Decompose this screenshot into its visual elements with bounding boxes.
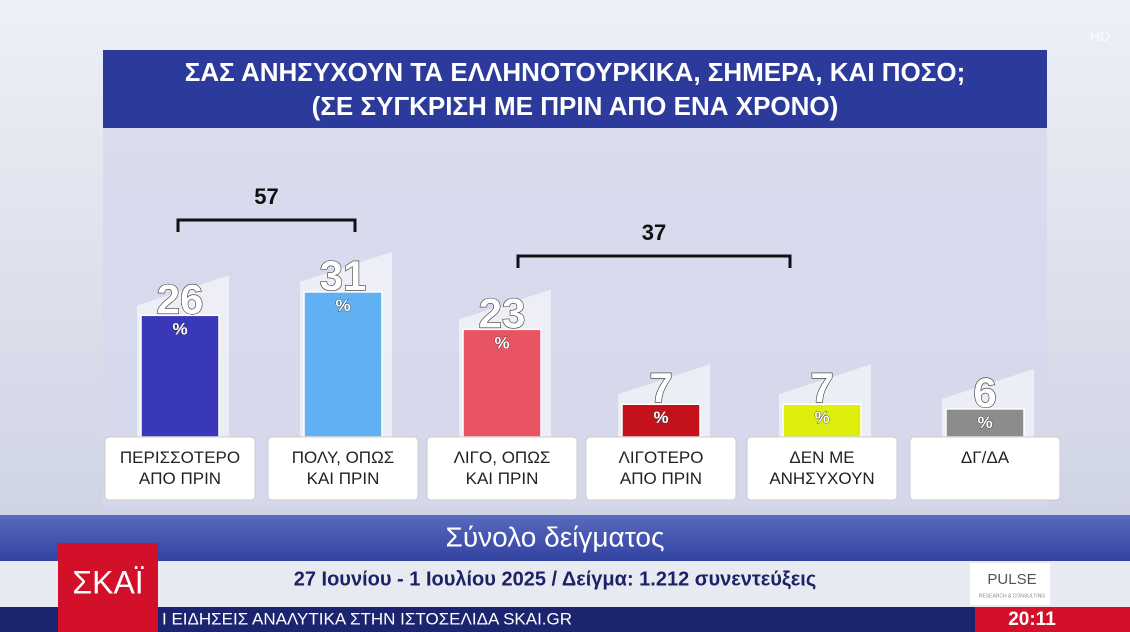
survey-info: 27 Ιουνίου - 1 Ιουλίου 2025 / Δείγμα: 1.… [294, 568, 817, 590]
category-box [104, 436, 256, 501]
value-unit: % [335, 296, 350, 315]
pollster-sub: RESEARCH & CONSULTING [979, 593, 1045, 599]
title-bar [103, 50, 1047, 128]
hd-badge: HD [1090, 28, 1110, 44]
category-label: ΔΕΝ ΜΕ ΑΝΗΣΥΧΟΥΝ [769, 448, 875, 488]
group-total: 57 [254, 184, 278, 209]
value-label: 26 [157, 275, 204, 322]
category-label: ΠΕΡΙΣΣΟΤΕΡΟ ΑΠΟ ΠΡΙΝ [119, 448, 241, 488]
sample-band [0, 515, 1130, 561]
chart-title: ΣΑΣ ΑΝΗΣΥΧΟΥΝ ΤΑ ΕΛΛΗΝΟΤΟΥΡΚΙΚΑ, ΣΗΜΕΡΑ,… [185, 57, 966, 87]
time-box [975, 607, 1130, 632]
info-band [0, 561, 1130, 607]
ticker: Ι ΕΙΔΗΣΕΙΣ ΑΝΑΛΥΤΙΚΑ ΣΤΗΝ ΙΣΤΟΣΕΛΙΔΑ SKA… [162, 609, 572, 628]
clock: 20:11 [1008, 609, 1056, 630]
value-unit: % [653, 408, 668, 427]
bracket [176, 218, 357, 232]
channel-logo: ΣΚΑΪ [72, 564, 143, 600]
ticker-band [0, 607, 1130, 632]
pollster-logo-box [970, 563, 1050, 605]
chart-subtitle: (ΣΕ ΣΥΓΚΡΙΣΗ ΜΕ ΠΡΙΝ ΑΠΟ ΕΝΑ ΧΡΟΝΟ) [312, 91, 839, 121]
group-total: 37 [642, 220, 666, 245]
value-unit: % [977, 413, 992, 432]
bar [140, 314, 220, 438]
bar [462, 328, 542, 438]
channel-logo-box [58, 543, 158, 632]
value-unit: % [814, 408, 829, 427]
bar [303, 291, 383, 438]
category-box [909, 436, 1061, 501]
category-box [585, 436, 737, 501]
sample-label: Σύνολο δείγματος [446, 521, 665, 552]
category-box [426, 436, 578, 501]
value-label: 23 [479, 289, 526, 336]
bracket [516, 254, 792, 268]
category-box [267, 436, 419, 501]
category-label: ΛΙΓΟ, ΟΠΩΣ ΚΑΙ ΠΡΙΝ [453, 448, 551, 488]
value-unit: % [494, 333, 509, 352]
category-label: ΛΙΓΟΤΕΡΟ ΑΠΟ ΠΡΙΝ [618, 448, 704, 488]
value-label: 7 [649, 364, 672, 411]
category-label: ΔΓ/ΔΑ [960, 448, 1010, 467]
pollster-logo: PULSE [987, 571, 1036, 588]
category-label: ΠΟΛΥ, ΟΠΩΣ ΚΑΙ ΠΡΙΝ [291, 448, 395, 488]
category-box [746, 436, 898, 501]
value-label: 31 [320, 252, 367, 299]
value-label: 6 [973, 369, 996, 416]
value-unit: % [172, 319, 187, 338]
value-label: 7 [810, 364, 833, 411]
